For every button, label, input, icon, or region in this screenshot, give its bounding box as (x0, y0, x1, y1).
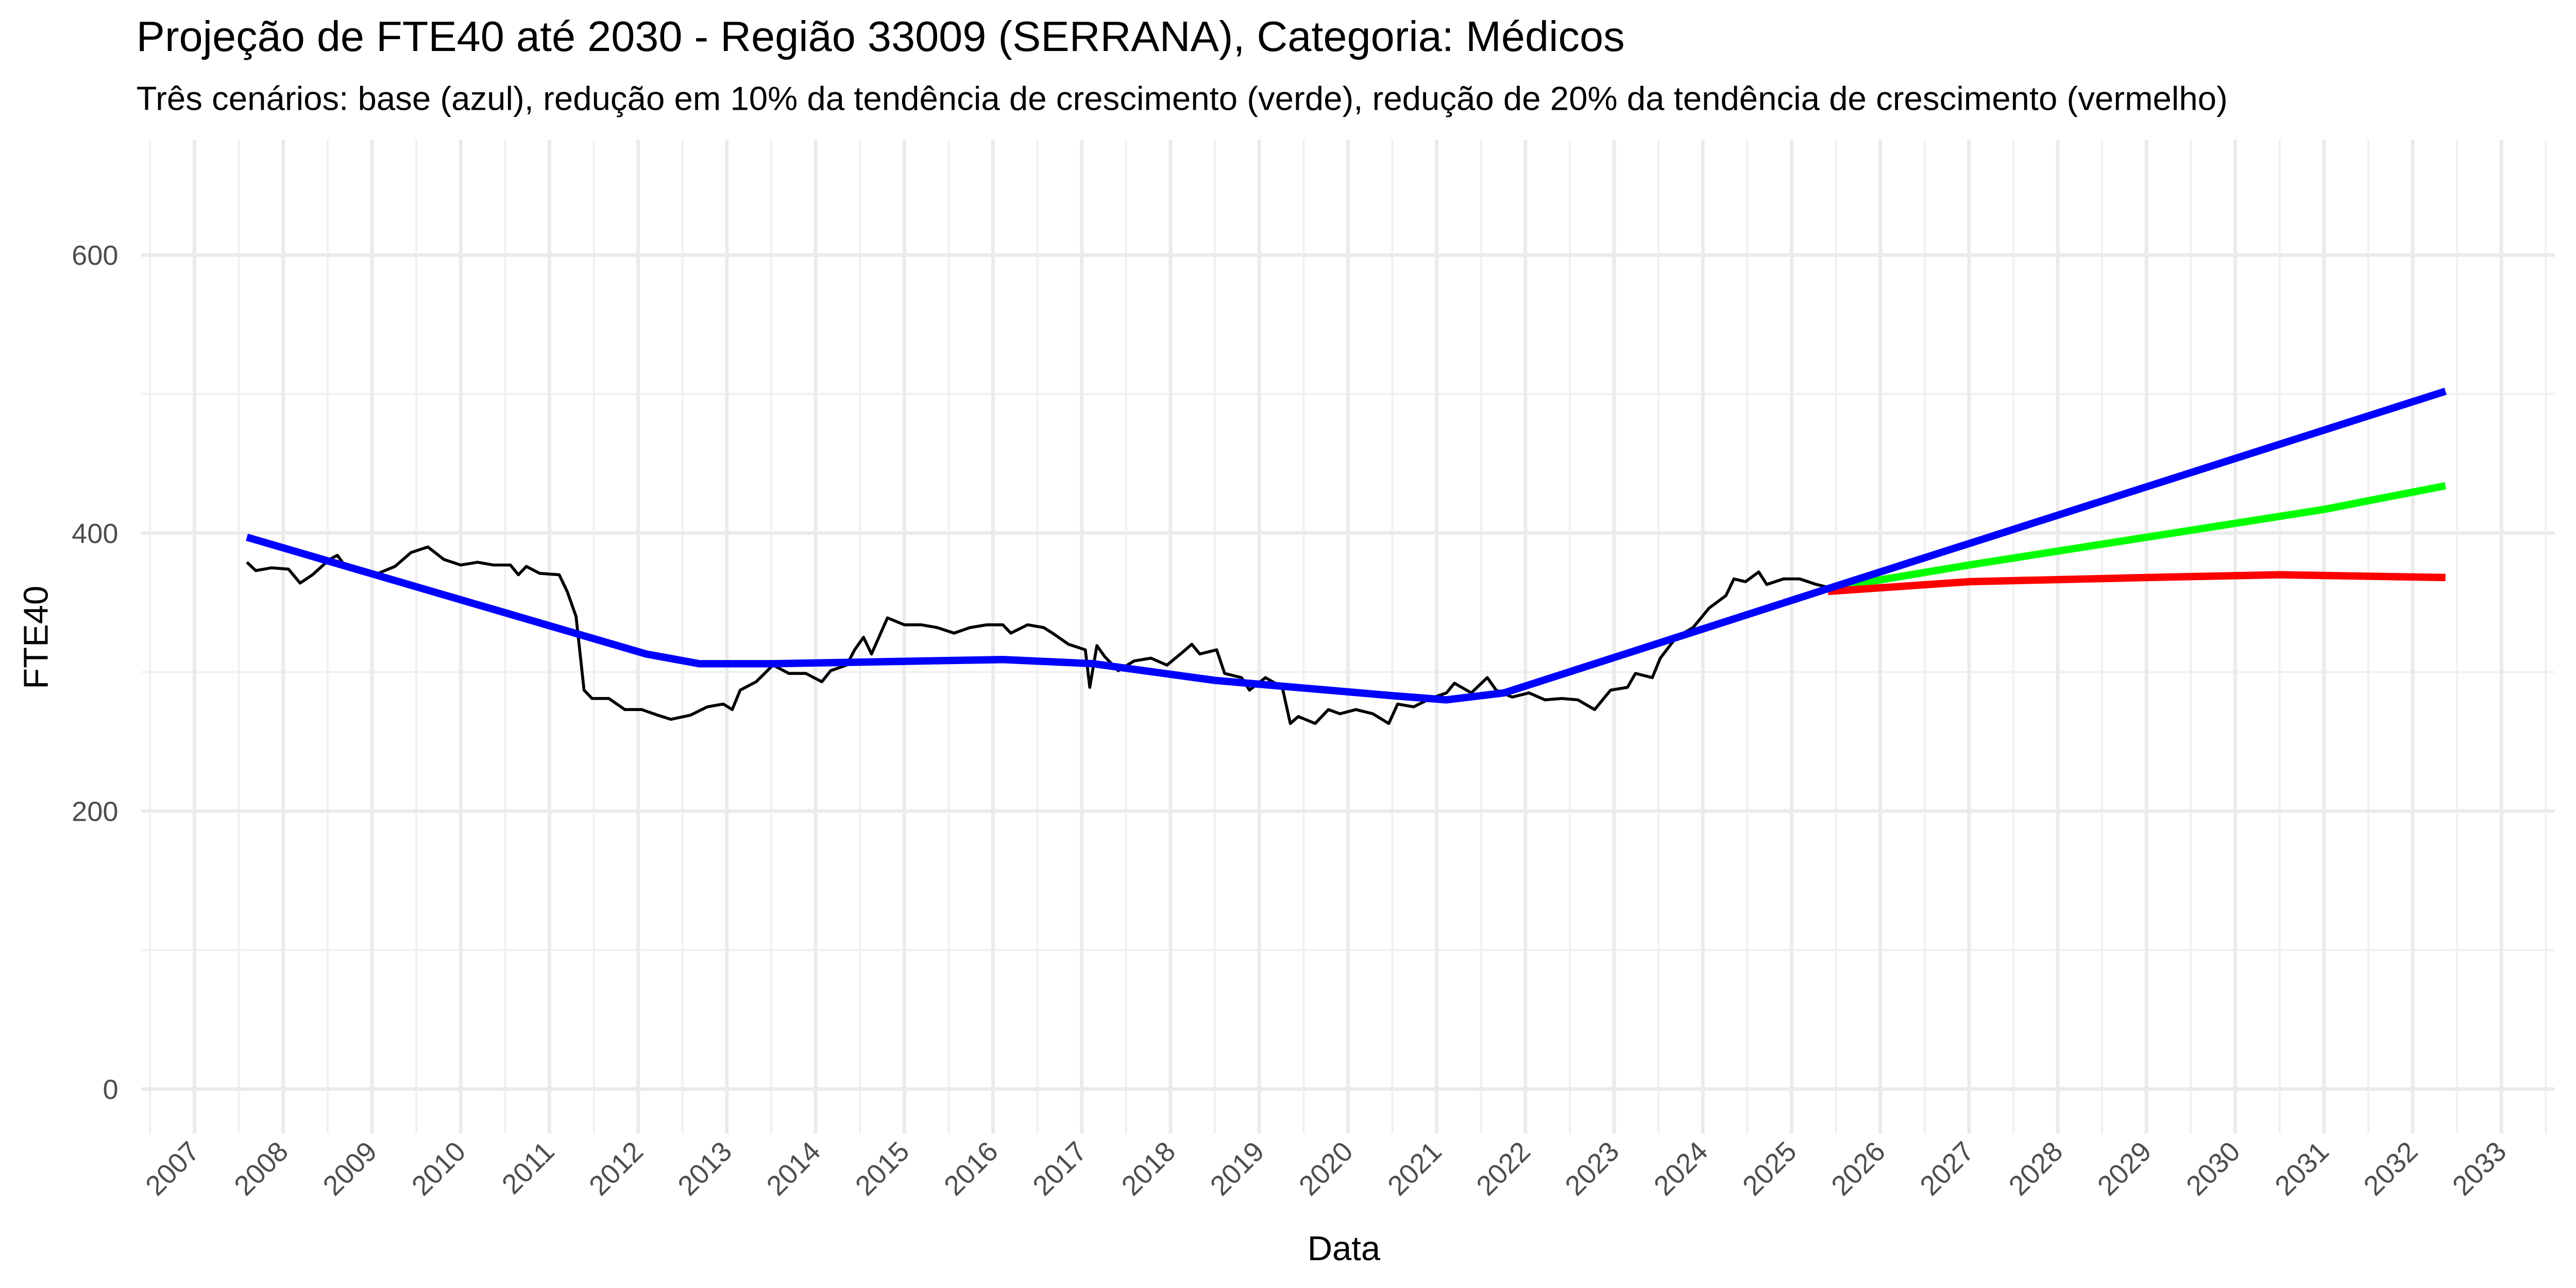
x-axis-label: Data (1308, 1229, 1381, 1268)
series-line (1827, 482, 2447, 592)
chart-title: Projeção de FTE40 até 2030 - Região 3300… (137, 12, 1625, 60)
series-line (1827, 571, 2446, 596)
y-tick-label: 600 (72, 240, 118, 271)
chart-subtitle: Três cenários: base (azul), redução em 1… (137, 80, 2228, 117)
series-line (246, 545, 1828, 725)
y-tick-label: 0 (103, 1074, 118, 1105)
y-tick-label: 400 (72, 518, 118, 549)
y-axis-label: FTE40 (16, 586, 55, 689)
plot-area (246, 387, 2447, 725)
y-tick-label: 200 (72, 796, 118, 827)
grid (141, 140, 2555, 1134)
series-line (246, 387, 2447, 704)
